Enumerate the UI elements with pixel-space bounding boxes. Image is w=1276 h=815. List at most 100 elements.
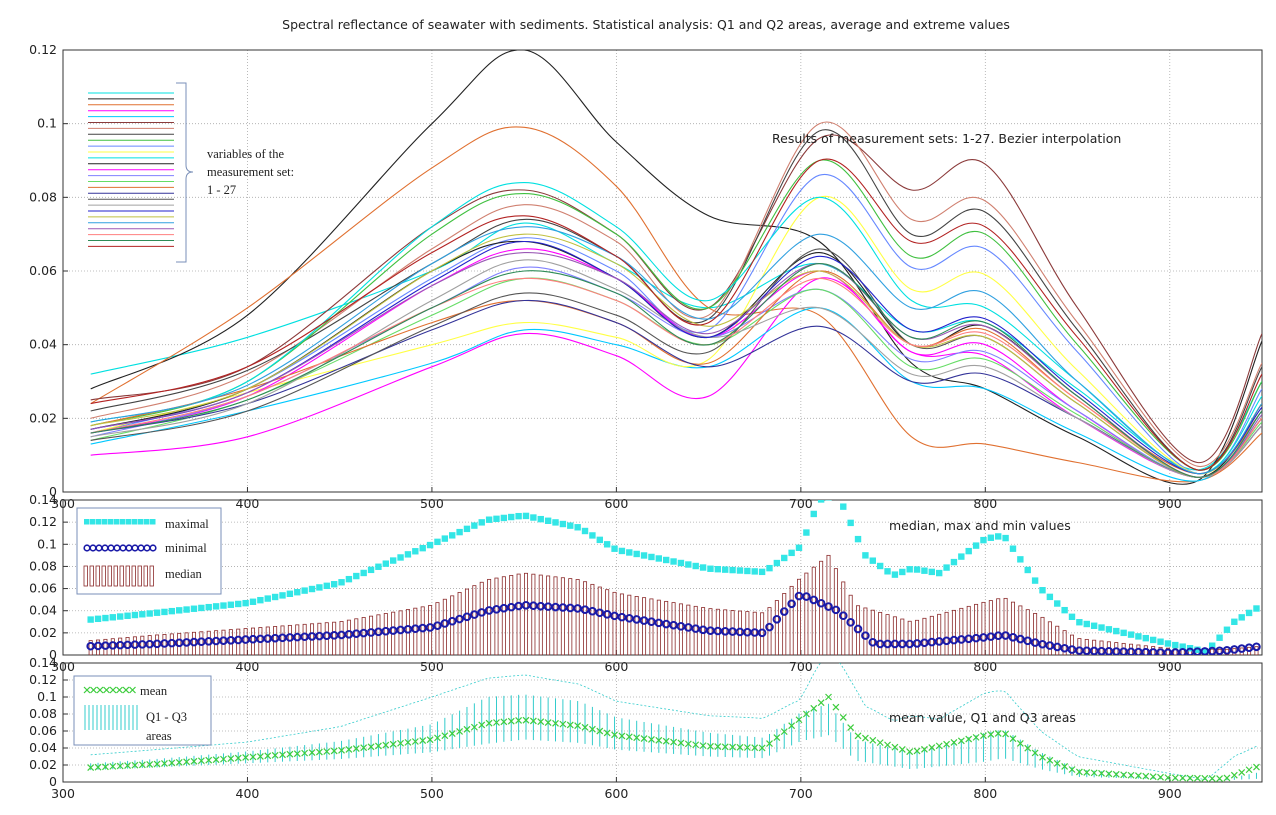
- maximal-point: [854, 535, 862, 543]
- mean-point: [175, 758, 183, 766]
- mean-point: [898, 745, 906, 753]
- maximal-point: [876, 562, 884, 570]
- maximal-point: [449, 532, 456, 539]
- mean-cross-stroke: [109, 762, 117, 770]
- mean-point: [1053, 759, 1061, 767]
- mean-point: [832, 703, 840, 711]
- minimal-point: [411, 624, 420, 634]
- minimal-point: [750, 628, 760, 637]
- median-bar: [951, 609, 956, 655]
- maximal-point: [330, 581, 338, 588]
- minimal-point: [433, 621, 442, 630]
- mean-point: [839, 713, 847, 721]
- minimal-point: [743, 627, 752, 637]
- mean-cross-stroke: [780, 728, 788, 736]
- mean-cross-stroke: [980, 732, 987, 740]
- minimal-point: [182, 638, 191, 647]
- median-bar: [155, 634, 160, 655]
- mean-cross-stroke: [839, 713, 847, 721]
- mean-cross-stroke: [1149, 773, 1157, 781]
- legend-brace: [176, 82, 194, 263]
- median-bar: [1018, 605, 1023, 655]
- mean-point: [249, 753, 257, 761]
- minimal-point: [1097, 646, 1106, 655]
- mean-point: [677, 739, 685, 747]
- minimal-point: [993, 631, 1003, 641]
- maximal-point: [493, 515, 500, 523]
- minimal-point: [691, 624, 701, 633]
- minimal-point: [794, 591, 804, 601]
- mean-cross-stroke: [655, 736, 663, 744]
- maximal-point: [722, 566, 729, 573]
- mean-point: [544, 719, 552, 726]
- minimal-point: [639, 616, 649, 625]
- maximal-point: [744, 567, 751, 575]
- maximal-point: [781, 554, 788, 562]
- mean-point: [242, 754, 250, 761]
- minimal-point: [536, 601, 546, 611]
- mean-point: [935, 742, 943, 750]
- mean-cross-stroke: [670, 738, 677, 746]
- mean-point: [743, 744, 751, 751]
- maximal-point: [1017, 556, 1024, 563]
- mean-point: [456, 728, 464, 735]
- mean-cross-stroke: [581, 723, 589, 731]
- maximal-point: [1083, 620, 1090, 628]
- y-tick-label: 0.06: [29, 723, 57, 738]
- maximal-point: [235, 600, 242, 608]
- mean-cross-stroke: [994, 730, 1002, 737]
- median-bar: [760, 612, 765, 655]
- minimal-point: [580, 605, 590, 614]
- minimal-point: [145, 639, 154, 649]
- mean-point: [802, 710, 810, 718]
- mean-cross-stroke: [537, 718, 545, 726]
- minimal-point: [1178, 647, 1187, 655]
- mean-cross-stroke: [891, 743, 899, 751]
- maximal-point: [367, 566, 375, 574]
- mean-point: [500, 718, 508, 726]
- minimal-point: [624, 613, 634, 623]
- mean-point: [965, 735, 973, 743]
- legend-median-marker: [113, 565, 118, 587]
- mean-point: [980, 732, 987, 740]
- series-line-3: [90, 126, 1262, 483]
- maximal-point: [810, 510, 817, 518]
- mean-point: [1201, 774, 1209, 782]
- mean-cross-stroke: [1061, 763, 1069, 770]
- mean-point: [138, 761, 146, 769]
- median-bar: [1040, 616, 1045, 655]
- mean-cross-stroke: [338, 746, 345, 754]
- median-bar: [140, 635, 145, 655]
- mean-cross-stroke: [249, 753, 257, 761]
- median-bar: [996, 598, 1001, 655]
- mean-cross-stroke: [146, 761, 154, 768]
- mean-cross-stroke: [1120, 771, 1128, 779]
- maximal-point: [699, 564, 707, 571]
- mean-point: [1179, 774, 1187, 782]
- maximal-point: [515, 512, 522, 520]
- maximal-point: [795, 544, 803, 551]
- maximal-point: [286, 590, 294, 597]
- legend-median-label: median: [165, 567, 203, 581]
- mean-cross-stroke: [935, 742, 943, 750]
- mean-point: [197, 757, 205, 765]
- maximal-point: [1046, 593, 1054, 601]
- median-bar: [649, 598, 654, 655]
- series-line-6: [90, 134, 1262, 464]
- maximal-point: [353, 572, 360, 580]
- minimal-point: [315, 631, 324, 641]
- maximal-point: [1179, 643, 1186, 650]
- mean-point: [1090, 769, 1098, 777]
- mean-point: [234, 754, 242, 762]
- mean-point: [596, 727, 604, 735]
- y-tick-label: 0.1: [37, 536, 57, 551]
- mean-point: [382, 741, 390, 749]
- median-bar: [730, 610, 735, 655]
- legend-median-marker: [149, 565, 154, 587]
- median-bar: [988, 600, 993, 655]
- mean-cross-stroke: [242, 754, 250, 761]
- minimal-point: [167, 638, 177, 648]
- median-bar: [191, 631, 196, 655]
- maximal-point: [1068, 613, 1076, 621]
- mean-point: [1061, 763, 1069, 770]
